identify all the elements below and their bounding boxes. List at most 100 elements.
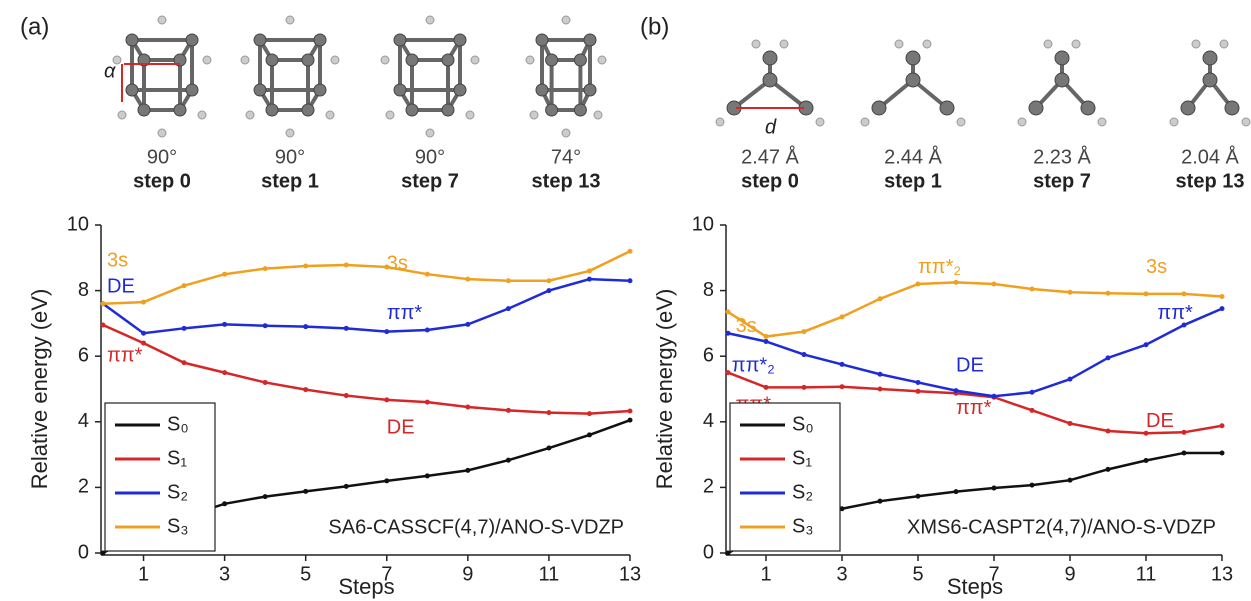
data-point xyxy=(425,327,430,332)
y-tick-label: 8 xyxy=(78,279,89,301)
annotation: DE xyxy=(1146,410,1174,432)
structure-value: 74° xyxy=(551,146,581,168)
hydrogen xyxy=(957,118,965,126)
data-point xyxy=(628,408,633,413)
data-point xyxy=(1106,355,1111,360)
data-point xyxy=(182,326,187,331)
alpha-label: α xyxy=(104,60,116,82)
annotation: DE xyxy=(387,417,415,439)
carbon xyxy=(1029,101,1043,115)
hydrogen xyxy=(1242,118,1250,126)
carbon xyxy=(442,54,454,66)
y-tick-label: 4 xyxy=(703,410,714,432)
carbon xyxy=(186,84,198,96)
legend-label: S₃ xyxy=(792,515,813,537)
y-tick-label: 0 xyxy=(78,541,89,563)
data-point xyxy=(506,458,511,463)
hydrogen xyxy=(526,56,534,64)
x-tick-label: 5 xyxy=(912,563,923,585)
structure-value: 90° xyxy=(275,146,305,168)
data-point xyxy=(384,478,389,483)
data-point xyxy=(222,501,227,506)
data-point xyxy=(954,489,959,494)
hydrogen xyxy=(286,16,294,24)
y-tick-label: 2 xyxy=(703,476,714,498)
hydrogen xyxy=(158,16,166,24)
data-point xyxy=(840,384,845,389)
legend-label: S₁ xyxy=(167,447,187,469)
data-point xyxy=(764,385,769,390)
data-point xyxy=(303,264,308,269)
carbon xyxy=(1203,73,1217,87)
y-tick-label: 4 xyxy=(78,410,89,432)
data-point xyxy=(141,331,146,336)
data-point xyxy=(546,278,551,283)
hydrogen xyxy=(562,16,570,24)
carbon xyxy=(906,73,920,87)
data-point xyxy=(263,380,268,385)
carbon xyxy=(546,104,558,116)
x-tick-label: 11 xyxy=(1136,563,1157,585)
y-tick-label: 6 xyxy=(78,344,89,366)
annotation: ππ* xyxy=(107,344,143,366)
carbon xyxy=(763,73,777,87)
data-point xyxy=(1106,291,1111,296)
data-point xyxy=(587,277,592,282)
x-tick-label: 9 xyxy=(462,563,473,585)
molecule xyxy=(526,16,606,137)
carbon xyxy=(872,101,886,115)
annotation: ππ* xyxy=(1157,302,1193,324)
hydrogen xyxy=(923,40,931,48)
data-point xyxy=(587,268,592,273)
data-point xyxy=(263,494,268,499)
data-point xyxy=(344,326,349,331)
x-tick-label: 3 xyxy=(836,563,847,585)
data-point xyxy=(1106,467,1111,472)
distance-label: d xyxy=(765,116,777,138)
data-point xyxy=(1144,342,1149,347)
molecule xyxy=(381,16,479,137)
hydrogen xyxy=(198,111,206,119)
annotation: ππ* xyxy=(387,302,423,324)
chart: 0246810135791113StepsRelative energy (eV… xyxy=(652,213,1233,599)
carbon xyxy=(1203,51,1217,65)
data-point xyxy=(992,282,997,287)
data-point xyxy=(878,499,883,504)
carbon xyxy=(454,84,466,96)
data-point xyxy=(628,418,633,423)
hydrogen xyxy=(1170,118,1178,126)
molecule xyxy=(861,40,965,126)
method-label: XMS6-CASPT2(4,7)/ANO-S-VDZP xyxy=(907,516,1216,538)
annotation: DE xyxy=(956,354,984,376)
data-point xyxy=(954,280,959,285)
structure-step: step 1 xyxy=(884,170,942,192)
structure-value: 2.04 Å xyxy=(1181,145,1239,168)
carbon xyxy=(1181,101,1195,115)
hydrogen xyxy=(326,111,334,119)
structure-value: 90° xyxy=(415,146,445,168)
carbon xyxy=(254,34,266,46)
carbon xyxy=(763,51,777,65)
x-tick-label: 1 xyxy=(760,563,771,585)
data-point xyxy=(878,372,883,377)
carbon xyxy=(1081,101,1095,115)
data-point xyxy=(506,306,511,311)
hydrogen xyxy=(861,118,869,126)
data-point xyxy=(425,473,430,478)
hydrogen xyxy=(562,129,570,137)
molecule xyxy=(1018,40,1106,126)
data-point xyxy=(1030,483,1035,488)
carbon xyxy=(1055,51,1069,65)
hydrogen xyxy=(386,111,394,119)
data-point xyxy=(1182,450,1187,455)
panel-label: (a) xyxy=(20,13,49,40)
carbon xyxy=(394,34,406,46)
carbon xyxy=(126,34,138,46)
data-point xyxy=(222,322,227,327)
data-point xyxy=(802,329,807,334)
x-tick-label: 1 xyxy=(138,563,149,585)
data-point xyxy=(1220,294,1225,299)
data-point xyxy=(344,263,349,268)
data-point xyxy=(954,388,959,393)
